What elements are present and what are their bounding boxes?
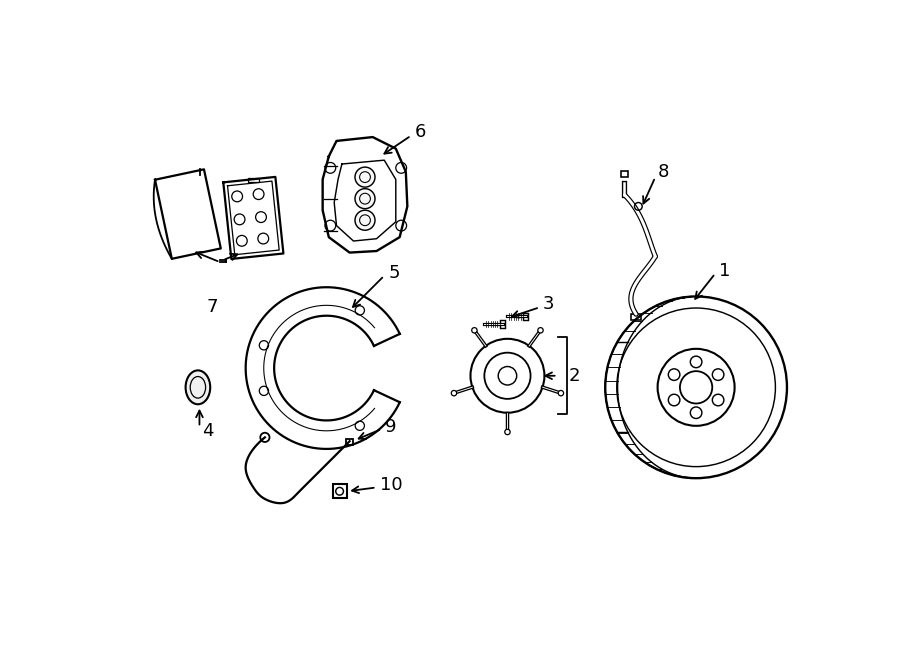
Text: 4: 4	[202, 422, 213, 440]
FancyBboxPatch shape	[248, 178, 258, 182]
Text: 7: 7	[207, 298, 219, 317]
Ellipse shape	[185, 370, 211, 405]
Text: 5: 5	[388, 264, 400, 282]
FancyBboxPatch shape	[333, 485, 346, 498]
Text: 2: 2	[568, 367, 580, 385]
Circle shape	[355, 210, 375, 230]
Text: 1: 1	[719, 262, 731, 280]
Circle shape	[558, 391, 563, 396]
Circle shape	[355, 167, 375, 187]
Circle shape	[355, 188, 375, 209]
Text: 6: 6	[415, 124, 427, 141]
Text: 9: 9	[385, 418, 397, 436]
Circle shape	[451, 391, 456, 396]
Circle shape	[472, 328, 477, 333]
Text: 3: 3	[543, 295, 554, 313]
FancyBboxPatch shape	[631, 314, 642, 321]
Text: 8: 8	[658, 163, 669, 182]
FancyBboxPatch shape	[523, 313, 528, 321]
FancyBboxPatch shape	[346, 439, 354, 445]
Circle shape	[538, 328, 544, 333]
Text: 10: 10	[380, 476, 402, 494]
Circle shape	[505, 429, 510, 435]
FancyBboxPatch shape	[621, 171, 628, 177]
FancyBboxPatch shape	[500, 321, 505, 328]
